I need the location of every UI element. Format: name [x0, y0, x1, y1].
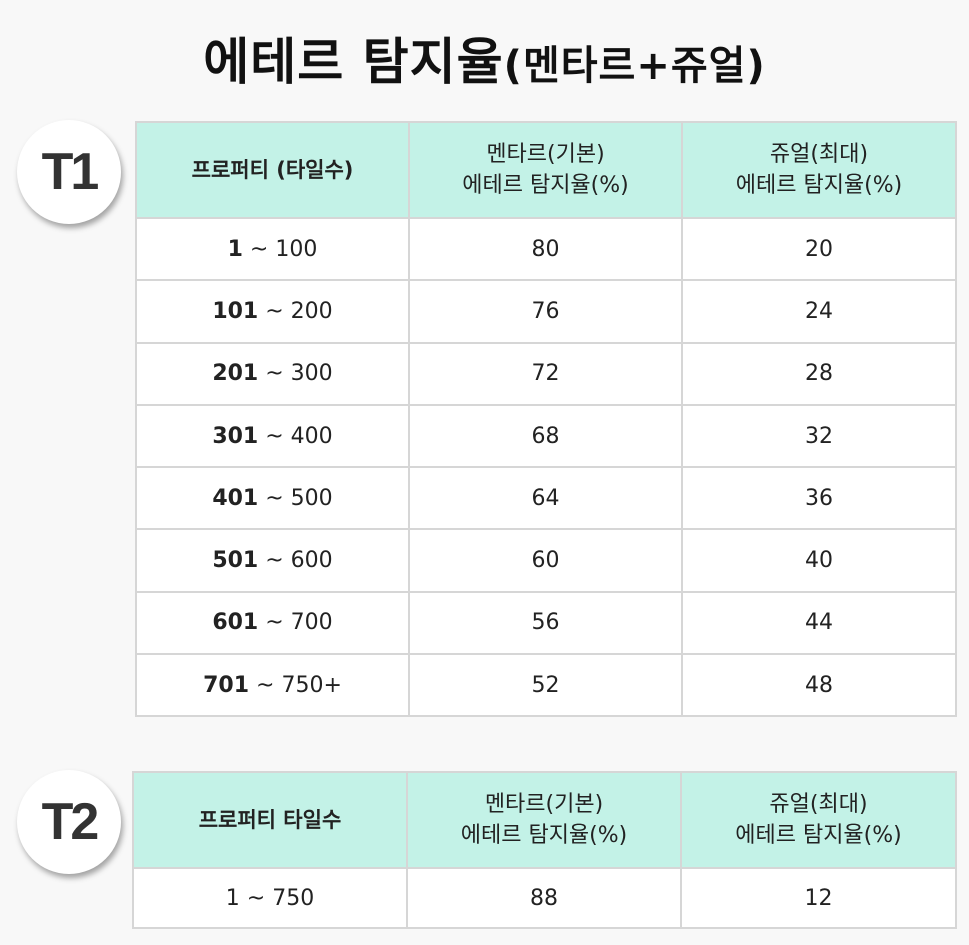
cell-range: 701 ~ 750+ [135, 653, 410, 718]
table-row: 1 ~ 100 80 20 [135, 216, 957, 282]
header-line: 멘타르(기본) [484, 792, 604, 817]
header-mentar: 멘타르(기본) 에테르 탐지율(%) [408, 121, 683, 219]
cell-jewel: 28 [681, 341, 957, 406]
table-row: 401 ~ 500 64 36 [135, 466, 957, 531]
cell-jewel: 48 [681, 653, 957, 718]
range-from: 401 [212, 485, 259, 511]
header-line: 쥬얼(최대) [769, 142, 869, 167]
cell-range: 1 ~ 100 [135, 216, 410, 282]
cell-jewel: 36 [681, 466, 957, 531]
range-from: 701 [203, 672, 250, 698]
header-line: 멘타르(기본) [486, 142, 605, 167]
header-line: 에테르 탐지율(%) [735, 823, 902, 848]
header-tiles: 프로퍼티 타일수 [132, 771, 408, 869]
header-mentar: 멘타르(기본) 에테르 탐지율(%) [406, 771, 682, 869]
range-from: 601 [212, 610, 259, 636]
table-row: 301 ~ 400 68 32 [135, 403, 957, 469]
cell-jewel: 40 [681, 528, 957, 593]
table-row: 201 ~ 300 72 28 [135, 341, 957, 406]
header-line: 쥬얼(최대) [769, 792, 868, 817]
cell-jewel: 44 [681, 590, 957, 656]
table-t1: 프로퍼티 (타일수) 멘타르(기본) 에테르 탐지율(%) 쥬얼(최대) 에테르 탐… [135, 121, 957, 718]
range-to: ~ 750+ [249, 672, 342, 698]
range-from: 1 [227, 236, 243, 262]
range-to: ~ 400 [258, 423, 333, 449]
table-header-row: 프로퍼티 타일수 멘타르(기본) 에테르 탐지율(%) 쥬얼(최대) 에테르 탐지율… [132, 771, 957, 869]
range-to: ~ 200 [258, 298, 333, 324]
cell-jewel: 20 [681, 216, 957, 282]
range-from: 301 [212, 423, 259, 449]
range-from: 501 [212, 548, 259, 574]
title-sub: (멘타르+쥬얼) [503, 43, 766, 89]
table-header-row: 프로퍼티 (타일수) 멘타르(기본) 에테르 탐지율(%) 쥬얼(최대) 에테르 탐… [135, 121, 957, 219]
table-row: 701 ~ 750+ 52 48 [135, 653, 957, 718]
cell-range: 201 ~ 300 [135, 341, 410, 406]
header-line: 에테르 탐지율(%) [460, 823, 628, 848]
cell-range: 301 ~ 400 [135, 403, 410, 469]
cell-jewel: 12 [680, 867, 957, 929]
table-row: 501 ~ 600 60 40 [135, 528, 957, 593]
cell-mentar: 68 [408, 403, 683, 469]
header-line: 에테르 탐지율(%) [462, 173, 629, 198]
range-to: ~ 700 [258, 610, 333, 636]
cell-jewel: 32 [681, 403, 957, 469]
range-to: ~ 500 [258, 485, 333, 511]
range-to: ~ 600 [258, 548, 333, 574]
range-from: 201 [212, 361, 259, 387]
cell-mentar: 76 [408, 279, 683, 344]
cell-mentar: 52 [408, 653, 683, 718]
table-row: 101 ~ 200 76 24 [135, 279, 957, 344]
header-jewel: 쥬얼(최대) 에테르 탐지율(%) [680, 771, 957, 869]
title-main: 에테르 탐지율 [203, 33, 504, 91]
cell-mentar: 60 [408, 528, 683, 593]
cell-range: 101 ~ 200 [135, 279, 410, 344]
cell-range: 1 ~ 750 [132, 867, 408, 929]
cell-range: 401 ~ 500 [135, 466, 410, 531]
header-tiles: 프로퍼티 (타일수) [135, 121, 410, 219]
badge-t2: T2 [17, 770, 121, 874]
header-jewel: 쥬얼(최대) 에테르 탐지율(%) [681, 121, 957, 219]
range-from: 101 [212, 298, 259, 324]
table-row: 1 ~ 750 88 12 [132, 867, 957, 929]
page-title: 에테르 탐지율(멘타르+쥬얼) [0, 22, 969, 94]
cell-mentar: 56 [408, 590, 683, 656]
cell-mentar: 80 [408, 216, 683, 282]
header-line: 에테르 탐지율(%) [735, 173, 903, 198]
table-t2: 프로퍼티 타일수 멘타르(기본) 에테르 탐지율(%) 쥬얼(최대) 에테르 탐지율… [132, 771, 957, 929]
badge-t1: T1 [17, 120, 121, 224]
cell-mentar: 64 [408, 466, 683, 531]
range-to: ~ 300 [258, 361, 333, 387]
cell-jewel: 24 [681, 279, 957, 344]
table-row: 601 ~ 700 56 44 [135, 590, 957, 656]
cell-range: 601 ~ 700 [135, 590, 410, 656]
cell-range: 501 ~ 600 [135, 528, 410, 593]
cell-mentar: 88 [406, 867, 682, 929]
range-to: ~ 100 [242, 236, 318, 262]
cell-mentar: 72 [408, 341, 683, 406]
